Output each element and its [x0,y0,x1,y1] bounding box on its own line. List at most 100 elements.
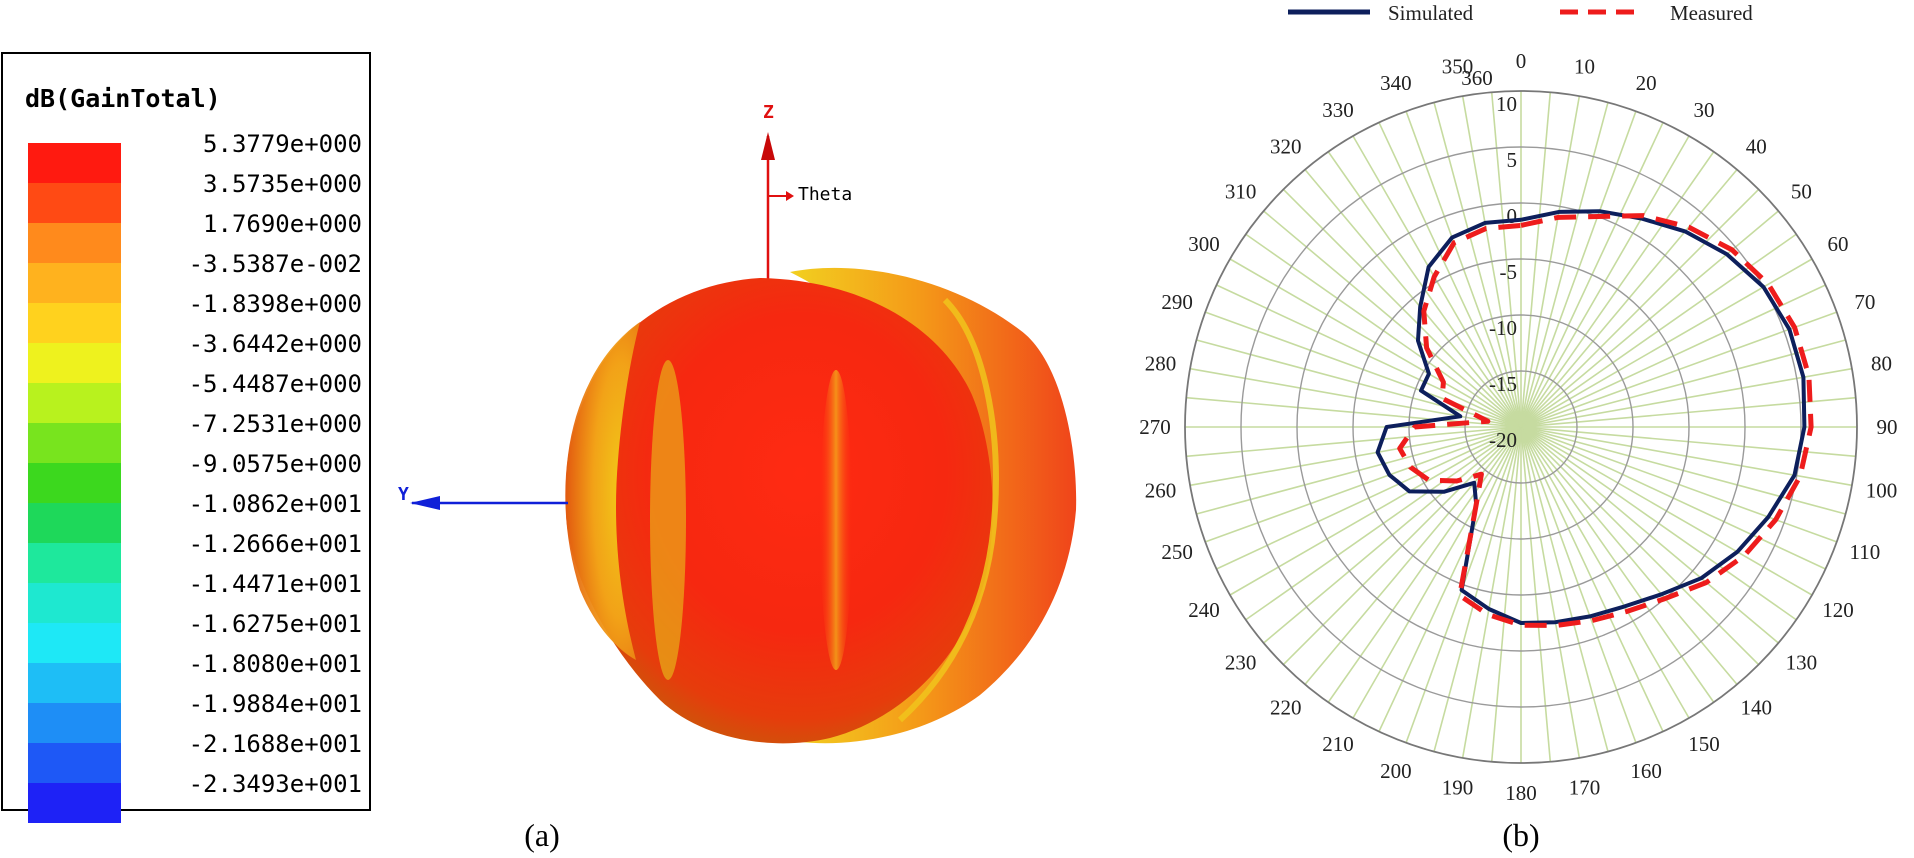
angle-tick-label: 330 [1322,98,1354,122]
colorbar-swatch [28,703,121,743]
angle-tick-label: 80 [1871,351,1892,375]
colorbar-label: 5.3779e+000 [203,130,362,158]
caption-b: (b) [1502,817,1539,853]
radial-tick-label: -10 [1489,316,1517,340]
colorbar-swatch [28,143,121,183]
angle-tick-label: 170 [1569,775,1601,799]
radiation-pattern-3d [565,267,1077,744]
radial-tick-label: 0 [1507,204,1518,228]
angle-tick-label: 70 [1854,290,1875,314]
angle-tick-label: 250 [1161,540,1193,564]
colorbar-swatch [28,743,121,783]
colorbar-labels: 5.3779e+000 3.5735e+000 1.7690e+000 -3.5387… [189,130,362,798]
angle-tick-label: 270 [1139,415,1171,439]
colorbar-label: -9.0575e+000 [189,450,362,478]
colorbar-label: -1.8398e+000 [189,290,362,318]
radial-gridline [1352,258,1690,596]
colorbar-swatch [28,423,121,463]
panel-b-polar-chart: Simulated Measured 0 102030405060708090100… [1139,1,1897,853]
series-line-measured [1397,213,1814,628]
back-lobe [790,267,1077,744]
radial-gridline [1296,202,1746,652]
colorbar-label: -1.2666e+001 [189,530,362,558]
colorbar-label: -1.9884e+001 [189,690,362,718]
angle-tick-label: 20 [1636,71,1657,95]
z-axis-label: Z [763,102,774,123]
angle-tick-label: 200 [1380,759,1412,783]
angle-tick-label: 0 [1516,49,1527,73]
angle-tick-label: 30 [1694,98,1715,122]
colorbar-swatch [28,263,121,303]
angle-tick-label: 240 [1188,598,1220,622]
data-series [1375,209,1814,628]
angle-tick-label: 100 [1866,479,1898,503]
radial-tick-label: 10 [1496,92,1517,116]
colorbar-label: -1.0862e+001 [189,490,362,518]
angle-tick-label: 120 [1822,598,1854,622]
radial-gridline [1184,90,1858,764]
angle-tick-label: 280 [1145,351,1177,375]
radial-gridline [1240,146,1802,708]
radial-tick-labels: 10 5 0 -5 -10 -15 -20 [1489,92,1517,452]
y-axis: Y [398,484,568,510]
angle-tick-label: 230 [1225,650,1257,674]
chart-legend: Simulated Measured [1288,1,1753,25]
angle-tick-label: 10 [1574,55,1595,79]
angle-tick-label: 290 [1161,290,1193,314]
colorbar-swatch [28,223,121,263]
colorbar-label: 3.5735e+000 [203,170,362,198]
colorbar-swatch [28,463,121,503]
radial-gridline [1464,370,1578,484]
colorbar-label: 1.7690e+000 [203,210,362,238]
angle-tick-label: 300 [1188,232,1220,256]
angle-tick-label: 40 [1746,135,1767,159]
colorbar-swatch [28,383,121,423]
radial-tick-label: -5 [1500,260,1518,284]
legend-label: Measured [1670,1,1753,25]
panel-a-3d-pattern: dB(GainTotal) 5.3779e+000 3.5735e+000 1.76… [1,52,1077,853]
colorbar-swatch [28,303,121,343]
colorbar-title: dB(GainTotal) [25,84,221,113]
colorbar-label: -3.5387e-002 [189,250,362,278]
angle-tick-label: 360 [1461,66,1493,90]
angle-tick-label: 140 [1741,695,1773,719]
colorbar-label: -3.6442e+000 [189,330,362,358]
colorbar-swatch [28,663,121,703]
colorbar-label: -5.4487e+000 [189,370,362,398]
colorbar-swatch [28,783,121,823]
caption-a: (a) [524,817,560,853]
angle-tick-label: 150 [1688,732,1720,756]
angle-tick-label: 340 [1380,71,1412,95]
colorbar-label: -2.1688e+001 [189,730,362,758]
colorbar-label: -7.2531e+000 [189,410,362,438]
angular-gridlines [1185,91,1857,763]
angle-tick-label: 130 [1786,650,1818,674]
colorbar-label: -1.6275e+001 [189,610,362,638]
angle-tick-label: 310 [1225,180,1257,204]
angle-tick-label: 190 [1442,775,1474,799]
theta-label: Theta [798,184,852,205]
angle-tick-label: 60 [1827,232,1848,256]
y-axis-label: Y [398,484,409,505]
radial-tick-label: -15 [1489,372,1517,396]
angle-tick-label: 180 [1505,781,1537,805]
angle-tick-label: 350 [1442,55,1474,79]
left-lobe [565,322,640,660]
z-axis: Z Theta [761,102,852,282]
radial-tick-label: -20 [1489,428,1517,452]
radial-gridline [1408,314,1634,540]
colorbar-swatch [28,583,121,623]
angle-tick-label: 110 [1850,540,1881,564]
colorbar-swatch [28,183,121,223]
angle-tick-label: 210 [1322,732,1354,756]
angle-tick-label: 260 [1145,479,1177,503]
colorbar-label: -1.4471e+001 [189,570,362,598]
radial-tick-label: 5 [1507,148,1518,172]
colorbar-swatch [28,503,121,543]
colorbar-swatches [28,143,121,823]
radial-gridlines [1184,90,1858,764]
angle-tick-label: 220 [1270,695,1302,719]
colorbar-label: -1.8080e+001 [189,650,362,678]
angle-tick-label: 320 [1270,135,1302,159]
angle-tick-label: 160 [1630,759,1662,783]
